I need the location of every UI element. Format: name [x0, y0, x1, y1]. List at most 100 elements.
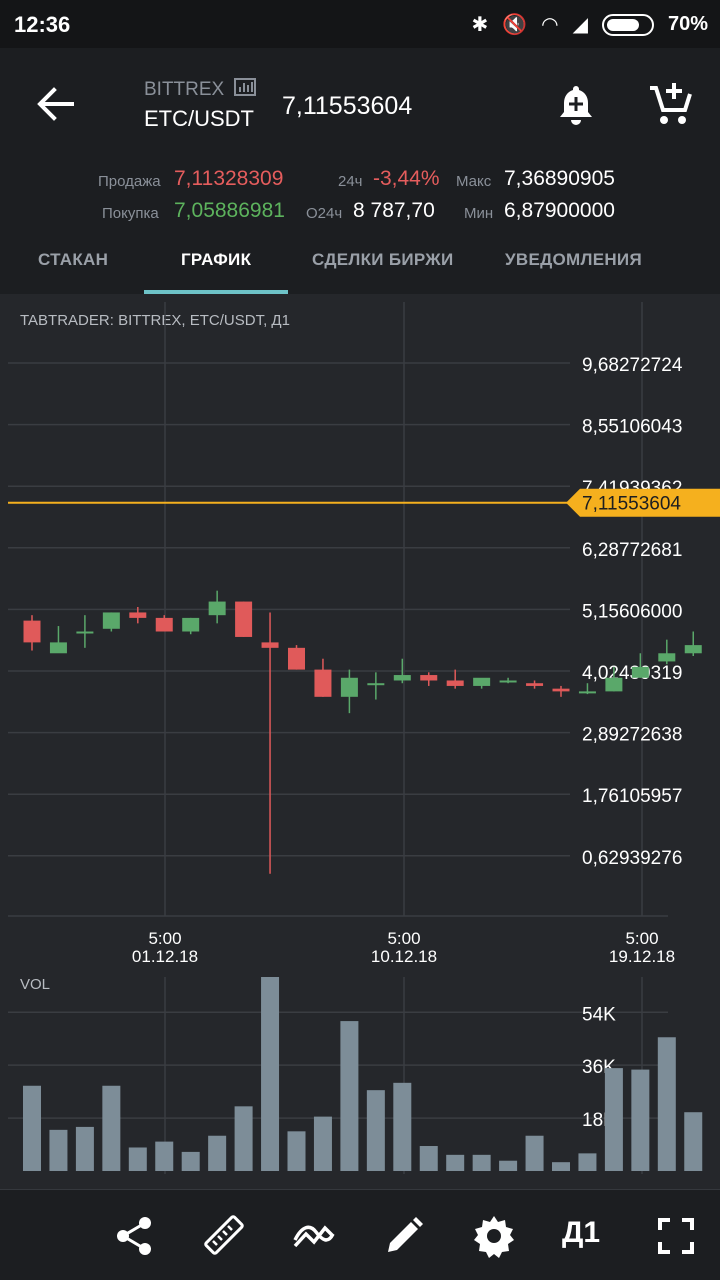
- candle-body: [684, 645, 702, 654]
- pair-name: ETC/USDT: [144, 106, 254, 131]
- candle-body: [605, 677, 623, 692]
- candle-body: [578, 691, 596, 694]
- volume-bar: [631, 1069, 650, 1171]
- chart-toolbar: Д1: [0, 1189, 720, 1280]
- back-arrow-icon[interactable]: [34, 82, 78, 126]
- volume-value: 8 787,70: [353, 199, 435, 222]
- x-tick-date: 10.12.18: [371, 947, 437, 966]
- volume-tick-label: 54K: [582, 1004, 616, 1025]
- high-label: Макс: [456, 173, 492, 190]
- candle-body: [314, 669, 332, 697]
- candle-body: [235, 601, 253, 637]
- volume-bar: [208, 1135, 227, 1171]
- ticker-header: [0, 48, 720, 294]
- active-tab-indicator: [144, 290, 288, 294]
- candle-body: [102, 612, 120, 629]
- low-value: 6,87900000: [504, 199, 615, 222]
- volume-bar: [234, 1106, 253, 1171]
- y-tick-label: 9,68272724: [582, 355, 683, 376]
- candle-body: [155, 617, 173, 632]
- bar-chart-icon: [233, 78, 256, 96]
- y-tick-label: 2,89272638: [582, 725, 682, 746]
- x-tick-time: 5:00: [148, 929, 181, 948]
- volume-bar: [128, 1147, 147, 1171]
- y-tick-label: 5,15606000: [582, 601, 682, 622]
- tab-alerts[interactable]: УВЕДОМЛЕНИЯ: [505, 250, 642, 269]
- candle-body: [446, 680, 464, 686]
- volume-bar: [552, 1162, 570, 1171]
- volume-bar: [578, 1153, 597, 1171]
- last-price: 7,11553604: [282, 92, 413, 120]
- current-price-label: 7,11553604: [582, 494, 681, 515]
- y-tick-label: 1,76105957: [582, 786, 682, 807]
- volume-bar: [684, 1112, 703, 1171]
- volume-bar: [261, 977, 280, 1171]
- volume-bar: [419, 1146, 438, 1171]
- candle-body: [129, 612, 147, 618]
- candle-body: [261, 642, 279, 648]
- buy-label: Покупка: [102, 205, 159, 222]
- volume-bar: [49, 1129, 68, 1171]
- volume-bar: [75, 1126, 94, 1171]
- y-tick-label: 0,62939276: [582, 848, 682, 869]
- share-icon[interactable]: [113, 1214, 157, 1258]
- change-value: -3,44%: [373, 167, 440, 190]
- candle-body: [552, 688, 570, 692]
- signal-icon: ◢: [572, 14, 588, 36]
- sell-value: 7,11328309: [174, 167, 284, 190]
- x-tick-date: 01.12.18: [132, 947, 198, 966]
- pencil-icon[interactable]: [382, 1214, 426, 1258]
- volume-bar: [340, 1021, 359, 1171]
- candle-body: [499, 680, 517, 683]
- tab-bar: СТАКАН ГРАФИК СДЕЛКИ БИРЖИ УВЕДОМЛЕНИЯ: [0, 232, 720, 294]
- price-chart[interactable]: 9,682727248,551060437,419393626,28772681…: [0, 294, 720, 1189]
- mute-icon: 🔇: [502, 14, 528, 36]
- indicator-icon[interactable]: [292, 1214, 336, 1258]
- y-tick-label: 6,28772681: [582, 540, 682, 561]
- tab-orderbook[interactable]: СТАКАН: [38, 250, 109, 269]
- bluetooth-icon: ✱: [471, 14, 489, 36]
- volume-bar: [287, 1131, 306, 1171]
- low-label: Мин: [464, 205, 494, 222]
- volume-bar: [604, 1068, 623, 1171]
- volume-bar: [657, 1037, 676, 1171]
- wifi-icon: ◠: [541, 14, 559, 36]
- battery-icon: [601, 13, 654, 36]
- change-label: 24ч: [338, 173, 363, 190]
- candle-body: [420, 675, 438, 681]
- candle-body: [526, 683, 544, 686]
- candle-body: [182, 617, 200, 632]
- cart-plus-icon[interactable]: [646, 80, 694, 128]
- tab-trades[interactable]: СДЕЛКИ БИРЖИ: [312, 250, 454, 269]
- volume-bar: [525, 1135, 544, 1171]
- volume-bar: [155, 1141, 174, 1171]
- y-tick-label: 8,55106043: [582, 417, 682, 438]
- tab-chart[interactable]: ГРАФИК: [181, 250, 252, 269]
- x-tick-date: 19.12.18: [609, 947, 675, 966]
- candle-body: [340, 677, 358, 697]
- candle-body: [76, 631, 94, 634]
- ruler-icon[interactable]: [202, 1214, 246, 1258]
- sell-label: Продажа: [98, 173, 161, 190]
- status-bar: 12:36 ✱ 🔇 ◠ ◢ 70%: [0, 0, 720, 48]
- status-icons: ✱ 🔇 ◠ ◢ 70%: [471, 12, 708, 37]
- candle-body: [288, 647, 305, 670]
- volume-bar: [313, 1116, 332, 1171]
- timeframe-button[interactable]: Д1: [562, 1216, 601, 1249]
- volume-bar: [393, 1082, 412, 1171]
- volume-label: VOL: [20, 976, 51, 993]
- current-price-tag: [566, 488, 720, 517]
- buy-value: 7,05886981: [174, 199, 285, 222]
- candle-body: [23, 620, 41, 643]
- fullscreen-icon[interactable]: [654, 1214, 698, 1258]
- candle-body: [658, 653, 676, 662]
- volume-bar: [102, 1085, 121, 1171]
- volume-bar: [499, 1160, 518, 1171]
- candle-body: [631, 666, 649, 678]
- exchange-name: BITTREX: [144, 78, 256, 101]
- chart-title: TABTRADER: BITTREX, ETC/USDT, Д1: [20, 312, 290, 329]
- gear-icon[interactable]: [472, 1214, 516, 1258]
- bell-plus-icon[interactable]: [554, 82, 598, 126]
- volume-bar: [366, 1090, 385, 1171]
- chart-area[interactable]: [0, 294, 720, 1189]
